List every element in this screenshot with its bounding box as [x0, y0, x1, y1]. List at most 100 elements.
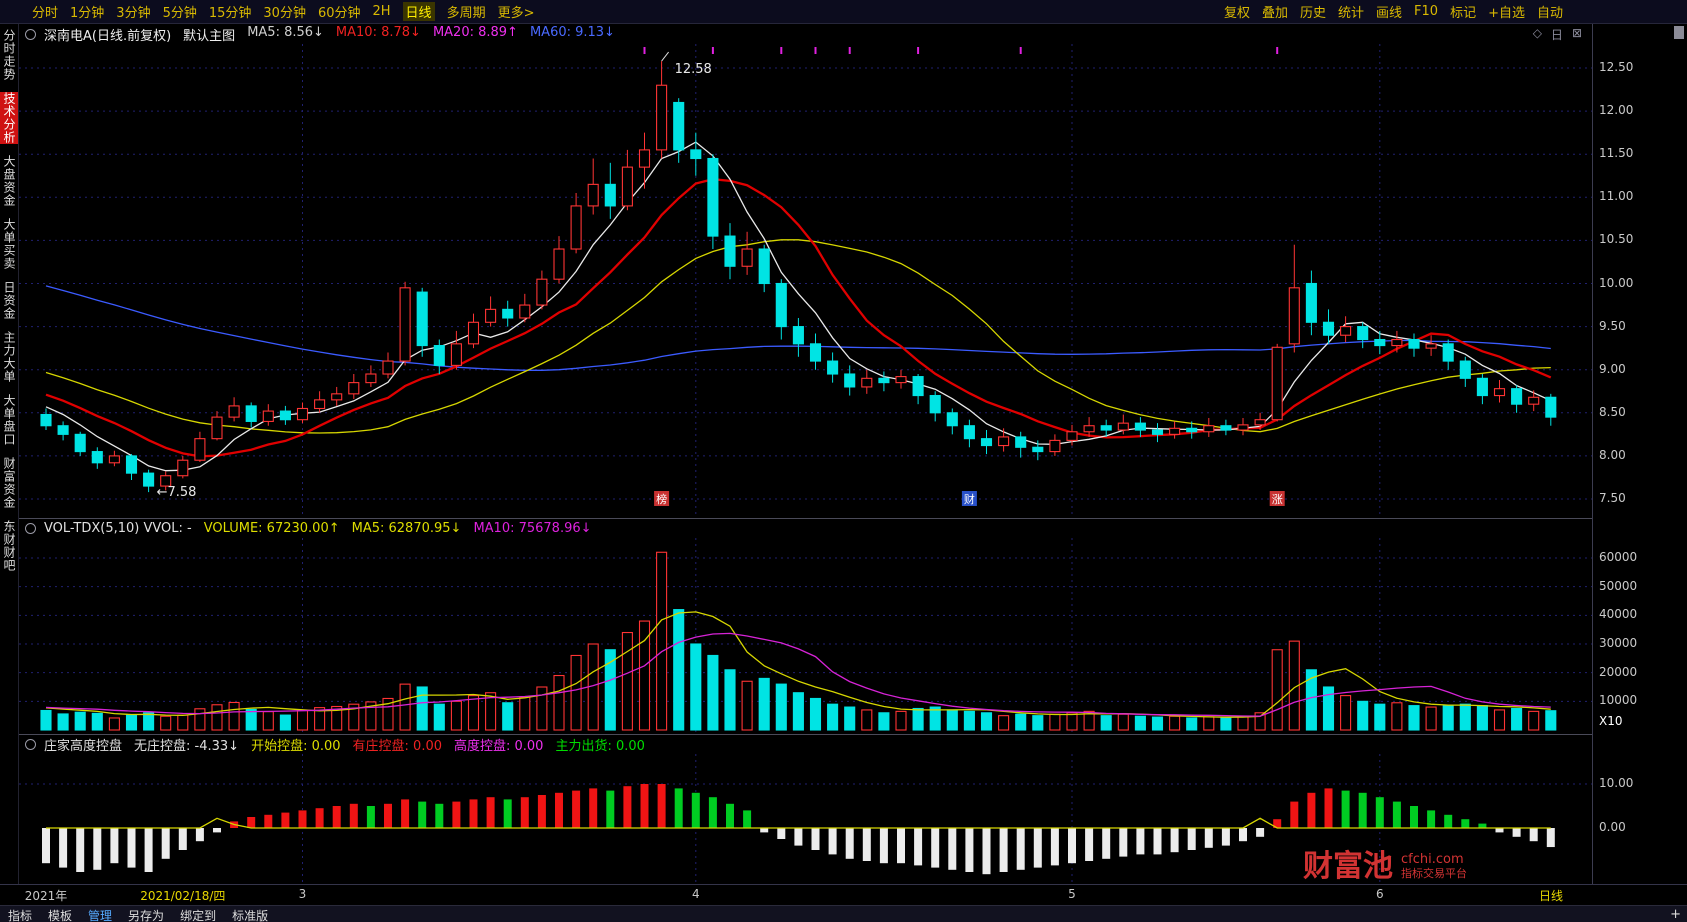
sidebar-item-8[interactable]: 东财财吧 [2, 520, 16, 572]
pane-control-icon-2[interactable]: ⊠ [1571, 25, 1582, 40]
period-tabs: 分时 1分钟 3分钟 5分钟 15分钟 30分钟 60分钟 2H 日线 多周期 更多> [0, 2, 540, 21]
chart-column: 深南电A(日线.前复权) 默认主图 MA5: 8.56↓ MA10: 8.78↓ MA… [19, 24, 1592, 884]
period-tab-7[interactable]: 2H [372, 4, 391, 19]
tool-button-6[interactable]: 标记 [1450, 6, 1477, 21]
sidebar-item-1[interactable]: 技术分析 [0, 92, 18, 144]
axis-label: 0.00 [1599, 820, 1626, 834]
candlestick-pane: 12.58 ←7.58 榜 财 涨 [19, 44, 1592, 518]
period-tab-10[interactable]: 更多> [497, 6, 535, 21]
status-tab-1[interactable]: 模板 [48, 908, 73, 922]
volume-legend-item-0: VOL-TDX(5,10) VVOL: - [44, 521, 192, 536]
axis-label: 30000 [1599, 636, 1638, 650]
volume-legend-item-1: VOLUME: 67230.00↑ [203, 521, 340, 536]
volume-legend: VOL-TDX(5,10) VVOL: - VOLUME: 67230.00↑ MA… [44, 521, 592, 536]
indicator-legend-item-0: 庄家高度控盘 [44, 739, 123, 754]
axis-label: 12.50 [1599, 60, 1634, 74]
add-pane-button[interactable]: + [1670, 907, 1681, 922]
period-tab-2[interactable]: 3分钟 [116, 6, 151, 21]
main-chart-svg[interactable]: 12.58 ←7.58 榜 财 涨 [19, 44, 1592, 518]
tool-button-8[interactable]: 自动 [1536, 6, 1563, 21]
pane-control-icon-0[interactable]: ◇ [1532, 25, 1542, 40]
status-tab-4[interactable]: 绑定到 [180, 908, 217, 922]
main-legend-item-1: MA5: 8.56↓ [247, 24, 324, 40]
status-tab-5[interactable]: 标准版 [232, 908, 269, 922]
axis-label: 8.50 [1599, 404, 1626, 419]
tool-button-4[interactable]: 画线 [1376, 6, 1403, 21]
left-sidebar: 分时走势技术分析大盘资金大单买卖日资金主力大单大单盘口财富资金东财财吧 [0, 24, 19, 884]
svg-text:榜: 榜 [656, 492, 667, 506]
period-tab-3[interactable]: 5分钟 [162, 6, 197, 21]
indicator-icon [25, 739, 36, 750]
axis-label: 10.00 [1599, 776, 1634, 790]
indicator-pane: 财富池 cfchi.com 指标交易平台 [19, 754, 1592, 884]
sidebar-item-3[interactable]: 大单买卖 [2, 218, 16, 270]
volume-chart-svg[interactable] [19, 538, 1592, 734]
event-mark [1269, 491, 1285, 506]
pane-controls: ◇ 日 ⊠ [1533, 26, 1582, 43]
price-axis: 12.50 12.00 11.50 11.00 10.50 10.00 9.50 9.00 8.… [1592, 24, 1687, 884]
axis-label: 11.00 [1599, 189, 1634, 204]
main-legend-item-0[interactable]: 默认主图 [183, 28, 236, 44]
status-tab-0[interactable]: 指标 [8, 908, 33, 922]
x-axis-label: 6 [1375, 887, 1384, 901]
axis-label: 11.50 [1599, 146, 1634, 161]
period-tab-0[interactable]: 分时 [32, 6, 59, 21]
status-bar: + 指标 模板 管理 另存为 绑定到 标准版 [0, 905, 1687, 922]
volume-legend-item-2: MA5: 62870.95↓ [351, 521, 462, 536]
tool-button-1[interactable]: 叠加 [1261, 6, 1288, 21]
period-tab-1[interactable]: 1分钟 [70, 6, 105, 21]
tool-button-5[interactable]: F10 [1414, 4, 1439, 19]
indicator-legend-item-5: 主力出货: 0.00 [555, 739, 645, 754]
pane-control-icon-1[interactable]: 日 [1550, 27, 1563, 42]
top-toolbar: 分时 1分钟 3分钟 5分钟 15分钟 30分钟 60分钟 2H 日线 多周期 更多> 复权 叠加 历史… [0, 0, 1687, 24]
x-axis-row: 日线 2021年 2021/02/18/四 3 4 5 6 [0, 884, 1687, 905]
tool-button-3[interactable]: 统计 [1338, 6, 1365, 21]
x-axis-label: 3 [298, 887, 307, 901]
sidebar-item-0[interactable]: 分时走势 [2, 29, 16, 81]
tool-buttons: 复权 叠加 历史 统计 画线 F10 标记 +自选 自动 [1218, 2, 1687, 21]
sidebar-item-5[interactable]: 主力大单 [2, 331, 16, 383]
axis-label: 50000 [1599, 578, 1638, 593]
period-tab-5[interactable]: 30分钟 [263, 6, 306, 21]
svg-text:涨: 涨 [1272, 493, 1283, 506]
scrollbar-thumb[interactable] [1674, 26, 1684, 39]
volume-pane [19, 538, 1592, 734]
chart-icon [25, 28, 36, 40]
x-axis-label: 2021/02/18/四 [140, 889, 226, 903]
instrument-title: 深南电A(日线.前复权) [44, 28, 172, 44]
watermark-domain: cfchi.com [1401, 852, 1464, 867]
indicator-header: 庄家高度控盘 无庄控盘: -4.33↓ 开始控盘: 0.00 有庄控盘: 0.00 高度… [19, 734, 1592, 754]
low-price-label: ←7.58 [157, 485, 197, 500]
period-tab-6[interactable]: 60分钟 [317, 6, 361, 21]
sidebar-item-6[interactable]: 大单盘口 [2, 394, 16, 446]
content-row: 分时走势技术分析大盘资金大单买卖日资金主力大单大单盘口财富资金东财财吧 深南电A… [0, 24, 1687, 884]
tool-button-0[interactable]: 复权 [1223, 6, 1250, 21]
indicator-legend-item-3: 有庄控盘: 0.00 [352, 739, 442, 754]
status-tab-2[interactable]: 管理 [88, 908, 113, 922]
sidebar-item-4[interactable]: 日资金 [2, 281, 16, 320]
indicator-legend-item-4: 高度控盘: 0.00 [454, 739, 544, 754]
axis-label: 20000 [1599, 664, 1638, 679]
tool-button-7[interactable]: +自选 [1488, 6, 1525, 21]
main-legend-item-2: MA10: 8.78↓ [335, 24, 421, 40]
period-tab-8[interactable]: 日线 [402, 2, 435, 21]
sidebar-item-2[interactable]: 大盘资金 [2, 155, 16, 207]
axis-label: 9.00 [1599, 361, 1626, 376]
watermark-brand: 财富池 [1303, 849, 1393, 884]
period-indicator[interactable]: 日线 [1538, 889, 1563, 903]
main-legend: 默认主图 MA5: 8.56↓ MA10: 8.78↓ MA20: 8.89↑ MA60… [183, 25, 615, 44]
x-axis-label: 5 [1068, 887, 1076, 901]
axis-label: X10 [1599, 714, 1623, 728]
peak-price-label: 12.58 [675, 62, 712, 77]
event-mark [961, 491, 977, 506]
sidebar-item-7[interactable]: 财富资金 [2, 457, 16, 509]
indicator-chart-svg[interactable] [19, 754, 1592, 884]
period-tab-9[interactable]: 多周期 [446, 6, 486, 21]
main-legend-item-4: MA60: 9.13↓ [529, 24, 615, 40]
tool-button-2[interactable]: 历史 [1299, 6, 1326, 21]
candles-group [40, 61, 1557, 493]
volume-icon [25, 523, 36, 534]
status-tab-3[interactable]: 另存为 [128, 908, 165, 922]
period-tab-4[interactable]: 15分钟 [208, 6, 252, 21]
